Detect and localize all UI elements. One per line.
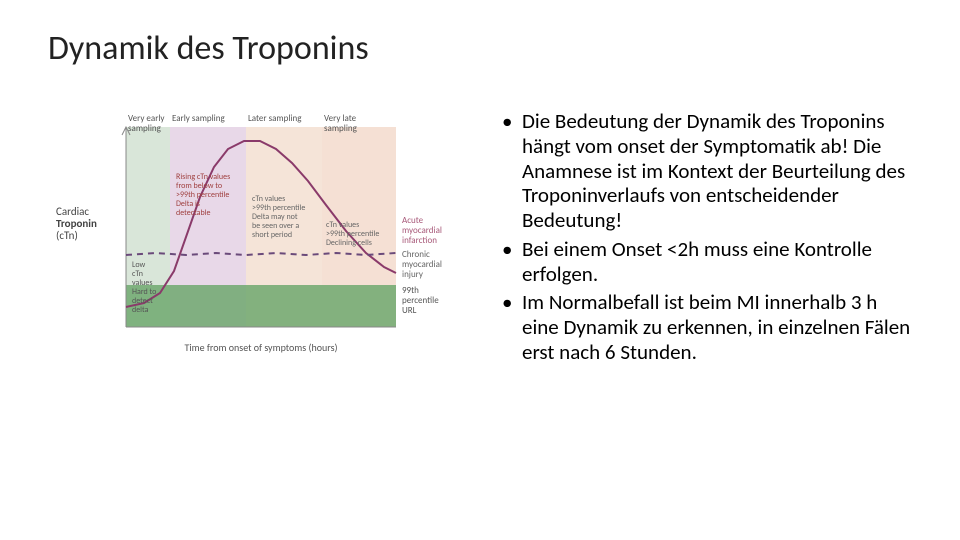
chart-annotation: detectable xyxy=(176,208,211,218)
x-axis-label: Time from onset of symptoms (hours) xyxy=(184,341,337,354)
chart-annotation: delta xyxy=(132,305,149,315)
phase-label: Early sampling xyxy=(172,113,225,124)
bullet-item: Im Normalbefall ist beim MI innerhalb 3 … xyxy=(502,290,912,364)
chronic-label: injury xyxy=(402,269,424,280)
phase-label: Later sampling xyxy=(248,113,302,124)
y-axis-label: (cTn) xyxy=(56,229,78,242)
troponin-chart: Very earlysamplingEarly samplingLater sa… xyxy=(48,109,478,379)
chart-svg: Very earlysamplingEarly samplingLater sa… xyxy=(48,109,478,379)
chart-annotation: short period xyxy=(252,230,292,240)
baseline-label: URL xyxy=(402,305,417,316)
bullet-item: Die Bedeutung der Dynamik des Troponins … xyxy=(502,109,912,233)
slide: Dynamik des Troponins Very earlysampling… xyxy=(0,0,960,540)
page-title: Dynamik des Troponins xyxy=(48,28,912,69)
chart-annotation: Declining cells xyxy=(326,238,372,248)
bullet-ul: Die Bedeutung der Dynamik des Troponins … xyxy=(502,109,912,365)
content-row: Very earlysamplingEarly samplingLater sa… xyxy=(48,109,912,379)
bullet-list: Die Bedeutung der Dynamik des Troponins … xyxy=(502,109,912,369)
chart-container: Very earlysamplingEarly samplingLater sa… xyxy=(48,109,478,379)
baseline-band xyxy=(126,285,396,327)
acute-label: infarction xyxy=(402,235,437,246)
phase-label: sampling xyxy=(128,123,162,134)
bullet-item: Bei einem Onset <2h muss eine Kontrolle … xyxy=(502,237,912,287)
phase-label: sampling xyxy=(324,123,358,134)
